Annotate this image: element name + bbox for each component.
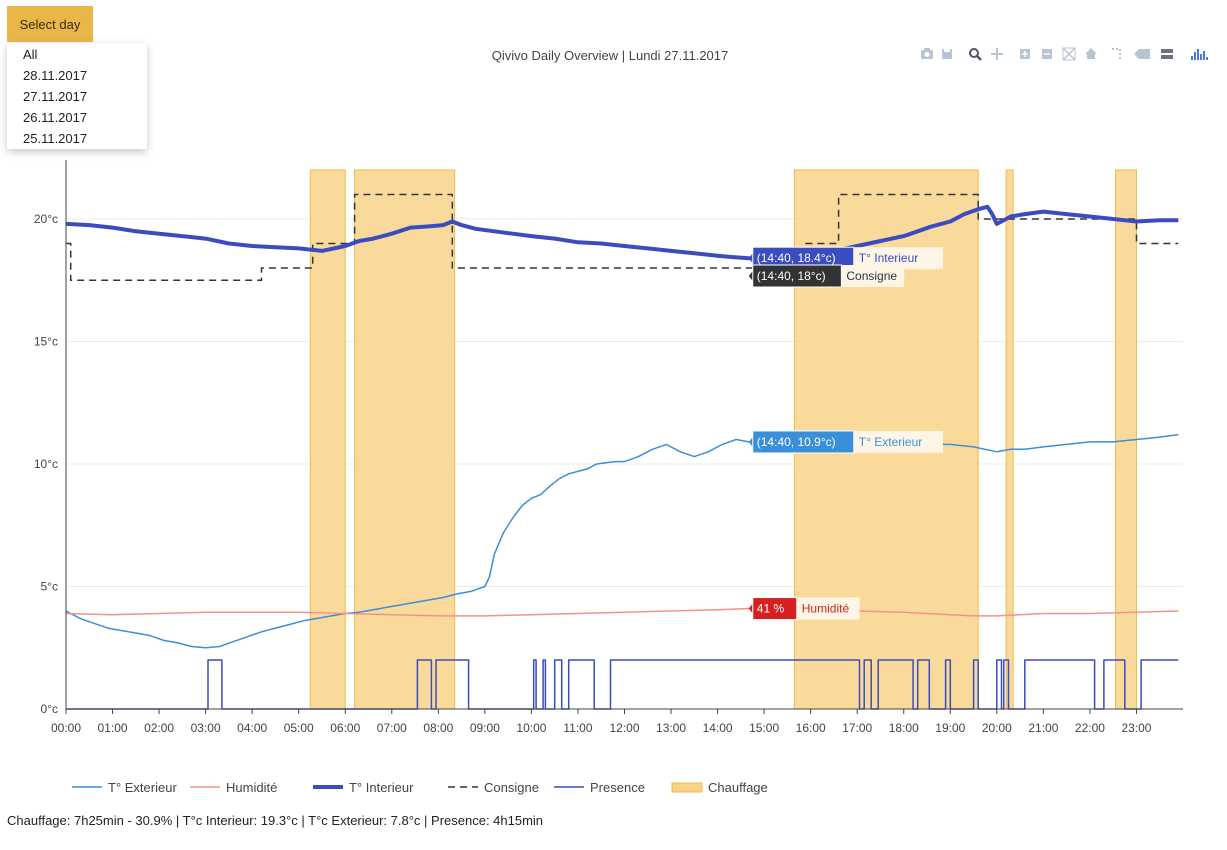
modebar	[921, 47, 1208, 61]
hover-series-name: T° Interieur	[859, 251, 918, 265]
x-tick-label: 15:00	[749, 721, 779, 735]
x-tick-label: 01:00	[98, 721, 128, 735]
zoom-in-icon[interactable]	[1020, 49, 1030, 59]
hover-compare-icon[interactable]	[1161, 49, 1173, 59]
hover-closest-icon[interactable]	[1134, 49, 1150, 59]
legend-swatch	[671, 782, 703, 793]
zoom-out-icon[interactable]	[1042, 49, 1052, 59]
series-line-presence	[66, 659, 1179, 710]
zoom-icon[interactable]	[969, 48, 982, 61]
x-tick-label: 09:00	[470, 721, 500, 735]
hover-name-box	[853, 430, 943, 453]
chart-title: Qivivo Daily Overview | Lundi 27.11.2017	[492, 48, 729, 63]
home-icon[interactable]	[1085, 48, 1097, 59]
day-option-28-11-2017[interactable]: 28.11.2017	[23, 68, 88, 83]
legend-label: T° Interieur	[349, 780, 414, 795]
camera-icon[interactable]	[921, 48, 933, 59]
x-tick-label: 13:00	[656, 721, 686, 735]
legend-label: Presence	[590, 780, 645, 795]
hover-value: (14:40, 18°c)	[757, 269, 826, 283]
chauffage-bar	[354, 169, 456, 710]
x-tick-label: 16:00	[796, 721, 826, 735]
hover-value: 41 %	[757, 602, 785, 616]
x-tick-label: 12:00	[609, 721, 639, 735]
legend-item-t-exterieur[interactable]: T° Exterieur	[72, 780, 177, 795]
day-option-27-11-2017[interactable]: 27.11.2017	[23, 89, 88, 104]
x-tick-label: 08:00	[423, 721, 453, 735]
legend-item-consigne[interactable]: Consigne	[448, 780, 539, 795]
x-tick-label: 11:00	[563, 721, 592, 735]
series-line-humidit	[65, 607, 1179, 617]
hover-label-t-interieur: (14:40, 18.4°c) T° Interieur	[748, 246, 943, 270]
x-tick-label: 21:00	[1028, 721, 1058, 735]
x-tick-label: 02:00	[144, 721, 174, 735]
x-tick-label: 20:00	[982, 721, 1012, 735]
plotly-logo-icon[interactable]	[1191, 49, 1208, 60]
pan-icon[interactable]	[991, 48, 1003, 60]
gridlines	[66, 218, 1183, 587]
x-tick-label: 06:00	[330, 721, 360, 735]
hover-name-box	[841, 265, 905, 287]
x-tick-label: 03:00	[191, 721, 221, 735]
hover-series-name: Consigne	[846, 269, 897, 283]
series-line-t-interieur	[65, 204, 1179, 261]
x-tick-label: 18:00	[889, 721, 919, 735]
day-option-all[interactable]: All	[23, 47, 38, 62]
spike-lines-icon[interactable]	[1112, 48, 1121, 60]
x-tick-label: 14:00	[703, 721, 733, 735]
y-tick-label: 20°c	[34, 212, 58, 226]
legend: T° Exterieur Humidité T° Interieur Consigne…	[72, 780, 768, 795]
legend-item-humidit[interactable]: Humidité	[190, 780, 277, 795]
hover-label-t-exterieur: (14:40, 10.9°c) T° Exterieur	[748, 430, 943, 454]
x-tick-label: 00:00	[51, 721, 81, 735]
legend-label: T° Exterieur	[108, 780, 177, 795]
legend-label: Consigne	[484, 780, 539, 795]
chauffage-bar	[1005, 169, 1014, 710]
x-tick-label: 05:00	[284, 721, 314, 735]
x-tick-label: 10:00	[516, 721, 546, 735]
x-tick-label: 17:00	[842, 721, 872, 735]
select-day-button[interactable]: Select day	[7, 6, 93, 42]
autoscale-icon[interactable]	[1062, 47, 1076, 61]
hover-name-box	[796, 597, 860, 620]
day-option-25-11-2017[interactable]: 25.11.2017	[23, 131, 88, 146]
hover-box	[752, 264, 842, 288]
footer-stats: Chauffage: 7h25min - 30.9% | T°c Interie…	[7, 813, 544, 828]
x-tick-label: 22:00	[1075, 721, 1105, 735]
legend-item-t-interieur[interactable]: T° Interieur	[313, 780, 414, 795]
save-icon[interactable]	[942, 49, 952, 59]
series-line-consigne	[66, 193, 1179, 282]
x-tick-label: 19:00	[935, 721, 965, 735]
legend-item-presence[interactable]: Presence	[554, 780, 645, 795]
x-tick-label: 07:00	[377, 721, 407, 735]
hover-series-name: T° Exterieur	[859, 435, 922, 449]
y-tick-label: 10°c	[34, 457, 58, 471]
day-option-26-11-2017[interactable]: 26.11.2017	[23, 110, 88, 125]
y-tick-label: 0°c	[41, 702, 58, 716]
x-tick-label: 23:00	[1121, 721, 1151, 735]
y-tick-label: 15°c	[34, 335, 58, 349]
y-tick-label: 5°c	[41, 580, 58, 594]
x-tick-label: 04:00	[237, 721, 267, 735]
hover-value: (14:40, 18.4°c)	[757, 251, 836, 265]
hover-value: (14:40, 10.9°c)	[757, 435, 836, 449]
legend-item-chauffage[interactable]: Chauffage	[671, 780, 768, 795]
hover-name-box	[853, 247, 943, 270]
hover-label-humidit: 41 % Humidité	[748, 597, 860, 621]
chauffage-series	[309, 169, 1137, 710]
day-dropdown-menu: All 28.11.2017 27.11.2017 26.11.2017 25.11.2…	[7, 43, 147, 149]
legend-label: Chauffage	[708, 780, 768, 795]
legend-label: Humidité	[226, 780, 277, 795]
hover-series-name: Humidité	[802, 602, 850, 616]
hover-label-consigne: (14:40, 18°c) Consigne	[748, 264, 905, 288]
